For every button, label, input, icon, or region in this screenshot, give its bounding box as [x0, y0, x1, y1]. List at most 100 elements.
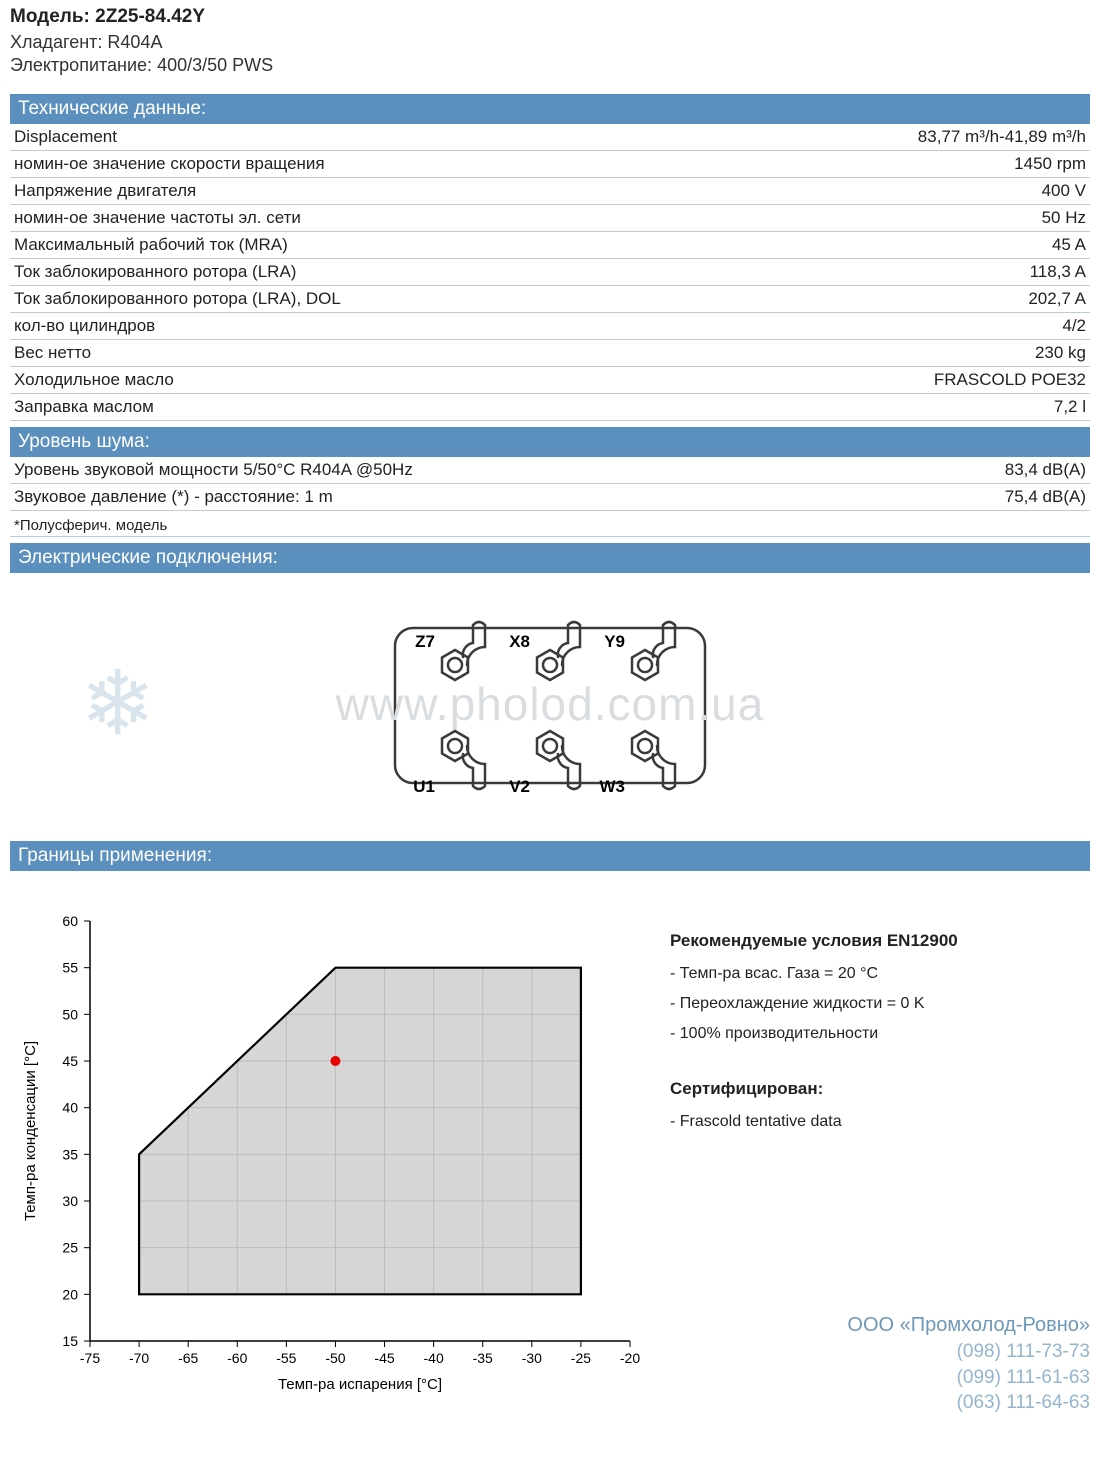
header-block: Модель: 2Z25-84.42Y Хладагент: R404A Эле…	[10, 0, 1090, 88]
svg-text:60: 60	[62, 913, 78, 929]
svg-text:-70: -70	[129, 1350, 149, 1366]
svg-text:25: 25	[62, 1240, 78, 1256]
table-row: номин-ое значение частоты эл. сети50 Hz	[10, 205, 1090, 232]
refrigerant-line: Хладагент: R404A	[10, 32, 1090, 53]
svg-text:-45: -45	[374, 1350, 394, 1366]
row-key: номин-ое значение скорости вращения	[10, 151, 718, 178]
section-noise-title: Уровень шума:	[10, 427, 1090, 457]
svg-text:45: 45	[62, 1053, 78, 1069]
recommended-line: - Переохлаждение жидкости = 0 K	[670, 995, 1090, 1013]
power-line: Электропитание: 400/3/50 PWS	[10, 55, 1090, 76]
recommended-line: - Темп-ра всас. Газа = 20 °C	[670, 965, 1090, 983]
svg-text:55: 55	[62, 960, 78, 976]
refrigerant-value: R404A	[107, 32, 162, 52]
svg-text:-30: -30	[522, 1350, 542, 1366]
row-value: 118,3 A	[718, 259, 1090, 286]
model-label: Модель:	[10, 6, 90, 27]
svg-text:U1: U1	[413, 777, 435, 796]
row-key: кол-во цилиндров	[10, 313, 718, 340]
row-key: Вес нетто	[10, 340, 718, 367]
row-value: 7,2 l	[718, 394, 1090, 421]
svg-text:X8: X8	[509, 632, 530, 651]
svg-text:15: 15	[62, 1333, 78, 1349]
company-name: ООО «Промхолод-Ровно»	[847, 1312, 1090, 1339]
snowflake-icon: ❄	[80, 652, 155, 757]
table-row: Звуковое давление (*) - расстояние: 1 m7…	[10, 484, 1090, 511]
table-row: кол-во цилиндров4/2	[10, 313, 1090, 340]
row-value: 83,4 dB(A)	[896, 457, 1090, 484]
row-key: Заправка маслом	[10, 394, 718, 421]
row-key: Ток заблокированного ротора (LRA), DOL	[10, 286, 718, 313]
table-row: Вес нетто230 kg	[10, 340, 1090, 367]
svg-text:-60: -60	[227, 1350, 247, 1366]
row-key: Максимальный рабочий ток (MRA)	[10, 232, 718, 259]
svg-text:35: 35	[62, 1146, 78, 1162]
row-value: 83,77 m³/h-41,89 m³/h	[718, 124, 1090, 151]
svg-text:50: 50	[62, 1006, 78, 1022]
row-value: 400 V	[718, 178, 1090, 205]
svg-text:20: 20	[62, 1286, 78, 1302]
model-line: Модель: 2Z25-84.42Y	[10, 6, 1090, 28]
terminal-diagram: Z7X8Y9U1V2W3	[360, 593, 740, 818]
company-phone: (099) 111-61-63	[847, 1365, 1090, 1391]
recommended-title: Рекомендуемые условия EN12900	[670, 931, 1090, 951]
row-value: 75,4 dB(A)	[896, 484, 1090, 511]
table-row: Холодильное маслоFRASCOLD POE32	[10, 367, 1090, 394]
model-value: 2Z25-84.42Y	[95, 6, 205, 27]
refrigerant-label: Хладагент:	[10, 32, 102, 52]
row-value: 202,7 A	[718, 286, 1090, 313]
section-elec-title: Электрические подключения:	[10, 543, 1090, 573]
table-row: Уровень звуковой мощности 5/50°C R404A @…	[10, 457, 1090, 484]
svg-text:Темп-ра конденсации [°C]: Темп-ра конденсации [°C]	[22, 1041, 39, 1221]
row-value: 230 kg	[718, 340, 1090, 367]
recommended-line: - 100% производительности	[670, 1025, 1090, 1043]
power-value: 400/3/50 PWS	[157, 55, 273, 75]
svg-text:Y9: Y9	[604, 632, 625, 651]
row-value: FRASCOLD POE32	[718, 367, 1090, 394]
certified-title: Сертифицирован:	[670, 1079, 1090, 1099]
company-phone: (063) 111-64-63	[847, 1390, 1090, 1416]
svg-text:-55: -55	[276, 1350, 296, 1366]
svg-text:40: 40	[62, 1100, 78, 1116]
section-limits-title: Границы применения:	[10, 841, 1090, 871]
svg-text:-25: -25	[571, 1350, 591, 1366]
table-row: Ток заблокированного ротора (LRA), DOL20…	[10, 286, 1090, 313]
svg-text:-20: -20	[620, 1350, 640, 1366]
cert-line: - Frascold tentative data	[670, 1113, 1090, 1131]
row-key: Звуковое давление (*) - расстояние: 1 m	[10, 484, 896, 511]
row-key: номин-ое значение частоты эл. сети	[10, 205, 718, 232]
svg-text:Z7: Z7	[415, 632, 435, 651]
row-key: Уровень звуковой мощности 5/50°C R404A @…	[10, 457, 896, 484]
table-row: Максимальный рабочий ток (MRA)45 A	[10, 232, 1090, 259]
row-key: Ток заблокированного ротора (LRA)	[10, 259, 718, 286]
table-row: номин-ое значение скорости вращения1450 …	[10, 151, 1090, 178]
table-row: Displacement83,77 m³/h-41,89 m³/h	[10, 124, 1090, 151]
wiring-diagram-wrap: ❄ www.pholod.com.ua Z7X8Y9U1V2W3	[10, 573, 1090, 835]
row-key: Displacement	[10, 124, 718, 151]
tech-table: Displacement83,77 m³/h-41,89 m³/hномин-о…	[10, 124, 1090, 421]
row-key: Напряжение двигателя	[10, 178, 718, 205]
svg-text:-40: -40	[424, 1350, 444, 1366]
table-row: Напряжение двигателя400 V	[10, 178, 1090, 205]
noise-table: Уровень звуковой мощности 5/50°C R404A @…	[10, 457, 1090, 511]
svg-text:-65: -65	[178, 1350, 198, 1366]
company-phone: (098) 111-73-73	[847, 1339, 1090, 1365]
svg-text:30: 30	[62, 1193, 78, 1209]
svg-text:-35: -35	[473, 1350, 493, 1366]
power-label: Электропитание:	[10, 55, 152, 75]
section-tech-title: Технические данные:	[10, 94, 1090, 124]
svg-text:Темп-ра испарения [°C]: Темп-ра испарения [°C]	[278, 1376, 442, 1393]
noise-note: *Полусферич. модель	[10, 511, 1090, 537]
table-row: Заправка маслом7,2 l	[10, 394, 1090, 421]
envelope-chart: -75 -70 -65 -60 -55 -50 -45 -40 -35 -30 -25 -20 15 20…	[10, 901, 650, 1401]
svg-text:V2: V2	[509, 777, 530, 796]
table-row: Ток заблокированного ротора (LRA)118,3 A	[10, 259, 1090, 286]
row-key: Холодильное масло	[10, 367, 718, 394]
svg-text:-75: -75	[80, 1350, 100, 1366]
svg-text:-50: -50	[325, 1350, 345, 1366]
row-value: 50 Hz	[718, 205, 1090, 232]
company-block: ООО «Промхолод-Ровно» (098) 111-73-73 (0…	[847, 1312, 1090, 1416]
row-value: 45 A	[718, 232, 1090, 259]
row-value: 1450 rpm	[718, 151, 1090, 178]
side-info: Рекомендуемые условия EN12900 - Темп-ра …	[670, 901, 1090, 1406]
